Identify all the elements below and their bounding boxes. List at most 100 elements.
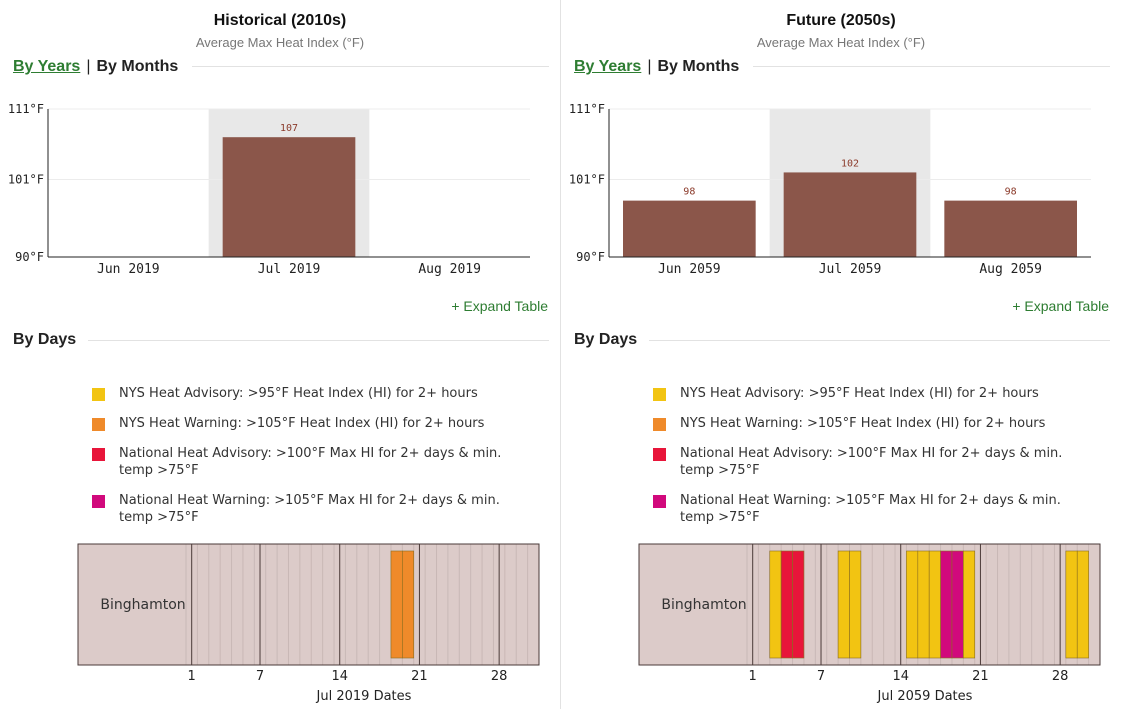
strip-background	[639, 544, 1100, 665]
tab-separator: |	[647, 58, 652, 75]
legend-item: National Heat Advisory: >100°F Max HI fo…	[653, 445, 1073, 479]
x-tick-label: Aug 2059	[979, 262, 1042, 277]
legend-item: National Heat Warning: >105°F Max HI for…	[653, 492, 1073, 526]
legend-item: NYS Heat Advisory: >95°F Heat Index (HI)…	[653, 385, 1073, 402]
view-tabs: By Years | By Months	[574, 58, 739, 76]
days-axis-title: Jul 2019 Dates	[316, 689, 412, 704]
day-tick-label: 28	[1052, 669, 1069, 684]
days-rule	[649, 340, 1110, 341]
days-rule	[88, 340, 549, 341]
strip-border	[77, 543, 540, 666]
heat-day-bar	[951, 550, 964, 659]
tab-by-years[interactable]: By Years	[13, 58, 81, 75]
day-tick-label: 14	[892, 669, 909, 684]
heat-day-bar	[1065, 550, 1078, 659]
y-tick-label: 101°F	[8, 172, 44, 186]
tabs-rule	[192, 66, 549, 67]
legend-item: NYS Heat Warning: >105°F Heat Index (HI)…	[653, 415, 1073, 432]
tab-by-months[interactable]: By Months	[657, 58, 740, 75]
legend-label: National Heat Advisory: >100°F Max HI fo…	[119, 446, 502, 478]
legend-swatch	[653, 448, 666, 461]
bar	[623, 200, 756, 257]
heat-day-bar	[906, 550, 919, 659]
legend-label: NYS Heat Advisory: >95°F Heat Index (HI)…	[119, 386, 478, 401]
y-tick-label: 101°F	[569, 172, 605, 186]
day-tick-label: 1	[188, 669, 196, 684]
day-tick-label: 28	[491, 669, 508, 684]
legend-swatch	[653, 388, 666, 401]
legend-swatch	[653, 495, 666, 508]
legend-label: National Heat Advisory: >100°F Max HI fo…	[680, 446, 1063, 478]
day-tick-label: 14	[331, 669, 348, 684]
heat-day-bar	[963, 550, 976, 659]
legend-item: NYS Heat Warning: >105°F Heat Index (HI)…	[92, 415, 512, 432]
future-panel: Future (2050s) Average Max Heat Index (°…	[561, 0, 1121, 709]
legend-label: National Heat Warning: >105°F Max HI for…	[680, 493, 1061, 525]
day-tick-label: 7	[256, 669, 264, 684]
monthly-bar-chart: 90°F 101°F 111°F Jun 2019 107 Jul 2019 Aug 201…	[8, 102, 530, 277]
legend-swatch	[92, 495, 105, 508]
tab-by-months[interactable]: By Months	[96, 58, 179, 75]
tabs-rule	[753, 66, 1110, 67]
legend-item: NYS Heat Advisory: >95°F Heat Index (HI)…	[92, 385, 512, 402]
legend-swatch	[92, 448, 105, 461]
y-tick-label: 90°F	[576, 250, 605, 264]
heat-day-bar	[917, 550, 930, 659]
panel-divider	[560, 0, 561, 709]
x-tick-label: Jul 2019	[258, 262, 321, 277]
x-tick-label: Jun 2059	[658, 262, 721, 277]
expand-table-link[interactable]: + Expand Table	[451, 298, 548, 314]
location-label: Binghamton	[100, 597, 185, 613]
panel-title: Historical (2010s)	[213, 12, 347, 29]
location-label: Binghamton	[661, 597, 746, 613]
view-tabs: By Years | By Months	[13, 58, 178, 76]
strip-background	[78, 544, 539, 665]
heat-day-bar	[928, 550, 941, 659]
bar	[944, 200, 1077, 257]
daily-heat-strip: 1 7 14 21 28 Binghamton Jul 2059 Dates	[638, 543, 1101, 704]
heat-day-bar	[837, 550, 850, 659]
heat-day-bar	[780, 550, 793, 659]
historical-panel: Historical (2010s) Average Max Heat Inde…	[0, 0, 560, 709]
daily-heat-strip: 1 7 14 21 28 Binghamton Jul 2019 Dates	[77, 543, 540, 704]
heat-legend: NYS Heat Advisory: >95°F Heat Index (HI)…	[92, 385, 512, 539]
heat-day-bar	[769, 550, 782, 659]
heat-day-bar	[792, 550, 805, 659]
tab-separator: |	[86, 58, 91, 75]
legend-swatch	[92, 418, 105, 431]
legend-swatch	[653, 418, 666, 431]
data-label: 98	[1005, 187, 1017, 198]
heat-day-bar	[1076, 550, 1089, 659]
data-label: 107	[280, 123, 298, 134]
legend-item: National Heat Warning: >105°F Max HI for…	[92, 492, 512, 526]
legend-swatch	[92, 388, 105, 401]
heat-day-bar	[402, 550, 415, 659]
day-tick-label: 1	[749, 669, 757, 684]
panel-subtitle: Average Max Heat Index (°F)	[756, 35, 926, 50]
data-label: 102	[841, 158, 859, 169]
heat-day-bar	[390, 550, 403, 659]
expand-table-link[interactable]: + Expand Table	[1012, 298, 1109, 314]
days-axis-title: Jul 2059 Dates	[877, 689, 973, 704]
legend-label: National Heat Warning: >105°F Max HI for…	[119, 493, 500, 525]
heat-legend: NYS Heat Advisory: >95°F Heat Index (HI)…	[653, 385, 1073, 539]
y-tick-label: 90°F	[15, 250, 44, 264]
day-tick-label: 21	[972, 669, 989, 684]
day-tick-label: 21	[411, 669, 428, 684]
legend-label: NYS Heat Warning: >105°F Heat Index (HI)…	[680, 416, 1046, 431]
x-tick-label: Aug 2019	[418, 262, 481, 277]
y-tick-label: 111°F	[569, 102, 605, 116]
heat-day-bar	[940, 550, 953, 659]
strip-border	[638, 543, 1101, 666]
tab-by-years[interactable]: By Years	[574, 58, 642, 75]
monthly-bar-chart: 90°F 101°F 111°F 98 Jun 2059 102 Jul 2059 98 Aug…	[569, 102, 1091, 277]
panel-title: Future (2050s)	[786, 12, 896, 29]
panel-subtitle: Average Max Heat Index (°F)	[195, 35, 365, 50]
by-days-heading: By Days	[13, 331, 77, 348]
y-tick-label: 111°F	[8, 102, 44, 116]
by-days-heading: By Days	[574, 331, 638, 348]
bar	[222, 137, 356, 257]
day-tick-label: 7	[817, 669, 825, 684]
legend-item: National Heat Advisory: >100°F Max HI fo…	[92, 445, 512, 479]
bar	[783, 172, 917, 257]
